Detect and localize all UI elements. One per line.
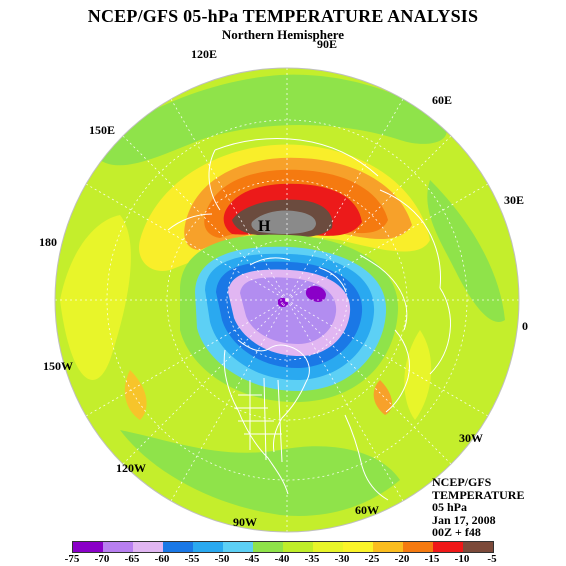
lon-label-150w: 150W [43,359,73,373]
colorbar-tick-label: -55 [184,553,200,565]
lon-label-90e: 90E [317,37,338,51]
field-patch [124,370,147,420]
graticule [55,68,519,532]
colorbar-swatch [73,542,103,552]
colorbar [72,541,494,553]
colorbar-swatch [103,542,133,552]
colorbar-tick-label: -70 [94,553,110,565]
map-border [54,67,520,533]
colorbar-tick-label: -20 [394,553,410,565]
field-patch [373,380,392,415]
colorbar-tick-label: -25 [364,553,380,565]
high-pressure-marker: H [258,218,271,235]
coastlines [167,138,451,501]
info-level: 05 hPa [432,500,468,514]
colorbar-tick-label: -15 [424,553,440,565]
info-variable: TEMPERATURE [432,487,525,502]
colorbar-swatch [403,542,433,552]
colorbar-swatch [253,542,283,552]
colorbar-tick-label: -60 [154,553,170,565]
colorbar-swatch [283,542,313,552]
field-patch [427,180,505,322]
info-model: NCEP/GFS [432,475,492,489]
colorbar-tick-label: -50 [214,553,230,565]
colorbar-tick-label: -75 [64,553,80,565]
field-patch [60,215,131,380]
lon-label-30w: 30W [459,431,483,445]
colorbar-swatch [463,542,493,552]
lon-label-120e: 120E [191,47,218,61]
colorbar-tick-label: -40 [274,553,290,565]
lon-label-60e: 60E [432,93,453,107]
cold-purple-core [305,286,326,302]
colorbar-swatch [163,542,193,552]
lon-label-180: 180 [39,235,57,249]
info-block: NCEP/GFS TEMPERATURE 05 hPa Jan 17, 2008… [432,476,524,539]
lon-label-150e: 150E [89,123,116,137]
colorbar-swatch [313,542,343,552]
colorbar-tick-label: -35 [304,553,320,565]
field-patch [90,74,447,166]
colorbar-tick-label: -65 [124,553,140,565]
lon-label-60w: 60W [355,503,379,517]
colorbar-swatch [223,542,253,552]
colorbar-tick-label: -10 [454,553,470,565]
colorbar-swatch [193,542,223,552]
chart-subtitle: Northern Hemisphere [221,27,345,42]
high-gray-core [251,210,316,234]
colorbar-tick-label: -30 [334,553,350,565]
chart-title: NCEP/GFS 05-hPa TEMPERATURE ANALYSIS [87,6,479,26]
colorbar-swatch [433,542,463,552]
colorbar-swatch [343,542,373,552]
lon-label-90w: 90W [233,515,257,529]
colorbar-tick-label: -5 [487,553,497,565]
lon-label-0: 0 [522,319,528,333]
info-date: Jan 17, 2008 [432,512,496,527]
colorbar-swatch [133,542,163,552]
colorbar-swatch [373,542,403,552]
info-forecast: 00Z + f48 [432,525,481,539]
lon-label-30e: 30E [504,193,525,207]
lon-label-120w: 120W [116,461,146,475]
colorbar-tick-label: -45 [244,553,260,565]
